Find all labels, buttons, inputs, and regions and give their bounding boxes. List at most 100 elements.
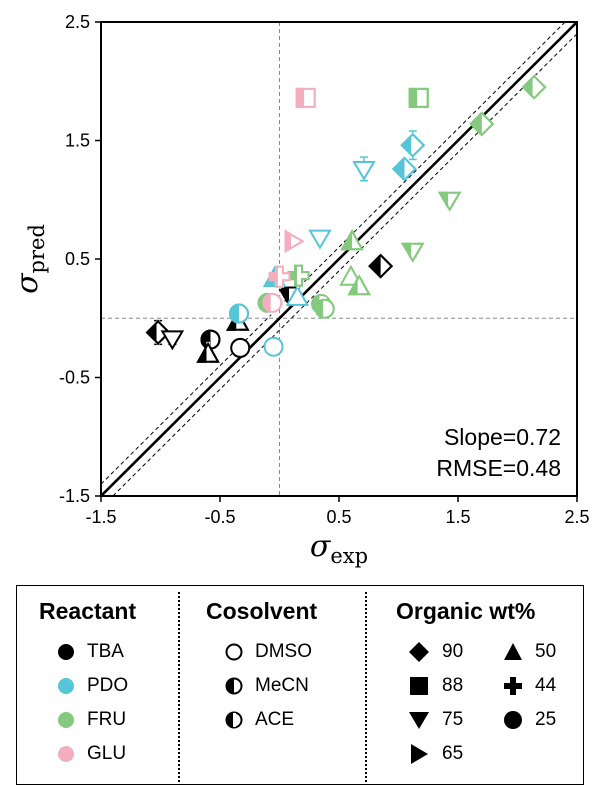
data-point-glu — [262, 290, 283, 315]
half-filled-circle-icon — [225, 677, 243, 695]
marker-border — [340, 229, 364, 251]
reactant-color-swatch — [58, 678, 74, 694]
legend-item-wt-65: 65 — [408, 743, 463, 765]
legend-item-wt-75: 75 — [408, 709, 463, 731]
legend-item-label: ACE — [255, 709, 295, 730]
parity-line — [101, 22, 577, 496]
data-point-pdo — [352, 156, 376, 182]
data-point-pdo — [285, 284, 310, 306]
legend-item-label: FRU — [87, 709, 127, 730]
marker-gap — [290, 229, 295, 254]
marker-border — [295, 87, 316, 108]
marker-gap — [270, 290, 275, 315]
x-tick-label: 1.5 — [445, 507, 470, 527]
y-tick-label: 1.5 — [65, 131, 90, 151]
data-point-tba — [196, 341, 220, 366]
data-point-fru — [437, 187, 462, 212]
data-point-fru — [347, 274, 371, 299]
x-tick-label: 0.5 — [326, 507, 351, 527]
marker-border — [401, 242, 425, 263]
data-point-tba — [145, 319, 171, 346]
legend-item-wt-88: 88 — [408, 675, 463, 697]
legend-item-wt-90: 90 — [408, 641, 463, 663]
data-point-fru — [521, 74, 547, 100]
marker-gap — [411, 238, 415, 263]
marker-border — [408, 87, 429, 108]
marker-gap — [417, 85, 421, 110]
diamond-icon — [409, 642, 429, 662]
marker-border — [196, 341, 220, 363]
legend-item-label: 75 — [442, 709, 464, 730]
legend-item-label: 44 — [535, 675, 557, 696]
legend-divider — [178, 592, 180, 782]
marker-outline — [285, 284, 310, 306]
x-tick-label: 2.5 — [564, 507, 589, 527]
legend-item-label: TBA — [87, 641, 124, 662]
data-point-tba — [200, 329, 221, 350]
marker-outline — [308, 229, 332, 250]
legend-item-label: 25 — [535, 709, 557, 730]
marker-border — [145, 320, 171, 345]
marker-border — [469, 111, 495, 137]
legend-item-label: 90 — [442, 641, 464, 662]
legend-reactant-title: Reactant — [39, 598, 137, 624]
marker-gap — [156, 320, 160, 345]
marker-gap — [206, 341, 210, 366]
legend-item-pdo: PDO — [57, 675, 128, 697]
circle-icon — [504, 711, 522, 729]
data-point-fru — [287, 263, 310, 288]
legend-wt-title: Organic wt% — [396, 598, 536, 624]
legend-item-label: 50 — [535, 641, 557, 662]
data-point-fru — [340, 229, 364, 251]
data-point-fru — [469, 111, 495, 137]
triangle-up-icon — [504, 643, 522, 660]
x-axis-label: σexp — [310, 529, 368, 568]
legend-divider — [365, 592, 367, 782]
marker-border — [437, 191, 462, 212]
legend-item-fru: FRU — [57, 709, 126, 731]
data-point-pdo — [392, 156, 417, 182]
legend-cosolvent-title: Cosolvent — [206, 598, 318, 624]
x-tick-label: -0.5 — [204, 507, 235, 527]
marker-border — [262, 292, 283, 313]
x-tick-label: -1.5 — [85, 507, 116, 527]
marker-border — [314, 298, 335, 319]
marker-gap — [304, 85, 308, 110]
reactant-color-swatch — [58, 746, 74, 762]
data-point-glu — [268, 264, 291, 289]
triangle-down-icon — [409, 712, 429, 729]
marker-gap — [448, 187, 452, 212]
data-point-pdo — [229, 303, 250, 324]
marker-border — [368, 253, 394, 279]
data-point-pdo — [263, 336, 284, 357]
data-point-fru — [408, 85, 429, 110]
legend-item-ace: ACE — [225, 709, 294, 731]
marker-outline — [230, 337, 251, 358]
marker-gap — [296, 263, 301, 288]
data-point-fru — [314, 296, 335, 321]
y-tick-label: -0.5 — [59, 368, 90, 388]
data-point-glu — [284, 229, 305, 254]
triangle-right-icon — [411, 744, 428, 764]
data-point-pdo — [400, 130, 426, 161]
marker-gap — [357, 274, 362, 299]
plot-axes: -1.5 -0.5 0.5 1.5 2.5 -1.5 -0.5 0.5 1.5 2.5 σexp σp… — [10, 12, 590, 568]
y-tick-label: 2.5 — [65, 12, 90, 32]
legend-item-label: DMSO — [255, 641, 312, 662]
marker-gap — [323, 296, 327, 321]
legend-item-label: 65 — [442, 743, 464, 764]
plot-border — [100, 21, 578, 497]
stats-annotation: Slope=0.72 RMSE=0.48 — [436, 422, 561, 484]
legend-item-mecn: MeCN — [225, 675, 309, 697]
y-tick-label: -1.5 — [59, 486, 90, 506]
reference-lines — [101, 22, 577, 496]
marker-border — [347, 274, 371, 296]
reactant-color-swatch — [58, 712, 74, 728]
data-point-pdo — [308, 229, 332, 250]
reference-line-upper — [101, 22, 566, 485]
marker-gap — [532, 75, 536, 100]
legend-item-glu: GLU — [57, 743, 126, 765]
legend-item-wt-50: 50 — [503, 641, 556, 663]
data-point-tba — [160, 330, 185, 351]
marker-border — [392, 156, 417, 182]
